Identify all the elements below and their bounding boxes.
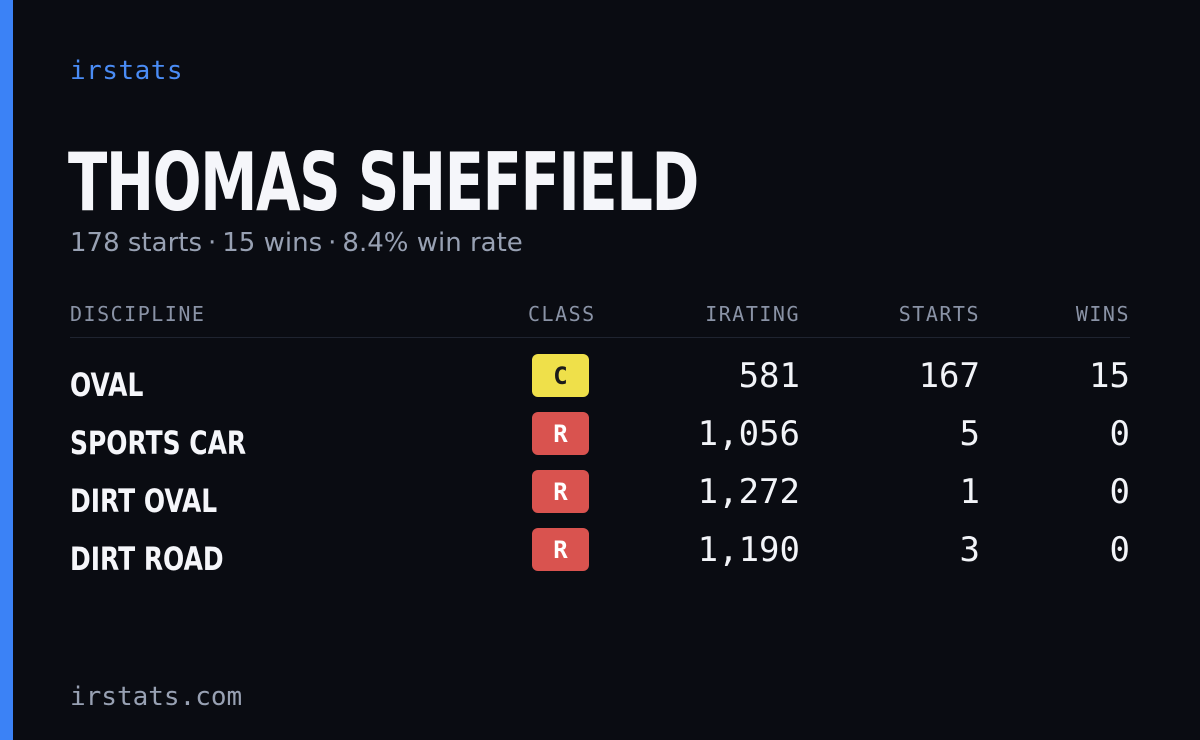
row-wins: 0 — [1109, 414, 1130, 454]
row-discipline: SPORTS CAR — [70, 424, 247, 462]
summary-wins: 15 wins — [222, 228, 323, 258]
driver-summary: 178 starts · 15 wins · 8.4% win rate — [70, 228, 523, 258]
row-discipline: DIRT OVAL — [70, 482, 218, 520]
row-starts: 3 — [959, 530, 980, 570]
row-irating: 1,190 — [697, 530, 800, 570]
header-wins: WINS — [1075, 302, 1130, 326]
license-class-badge: C — [532, 354, 589, 397]
row-starts: 5 — [959, 414, 980, 454]
header-discipline: DISCIPLINE — [70, 302, 206, 326]
summary-starts: 178 starts — [70, 228, 202, 258]
table-row: DIRT ROAD R 1,190 3 0 — [70, 528, 1130, 586]
row-discipline: DIRT ROAD — [70, 540, 224, 578]
row-starts: 167 — [918, 356, 980, 396]
footer-url: irstats.com — [70, 682, 243, 712]
row-irating: 581 — [738, 356, 800, 396]
accent-bar — [0, 0, 13, 740]
header-class: CLASS — [528, 302, 596, 326]
driver-name: THOMAS SHEFFIELD — [68, 136, 699, 229]
license-class-badge: R — [532, 470, 589, 513]
row-starts: 1 — [959, 472, 980, 512]
row-wins: 15 — [1089, 356, 1130, 396]
row-discipline: OVAL — [70, 366, 144, 404]
license-class-badge: R — [532, 528, 589, 571]
summary-win-rate: 8.4% win rate — [342, 228, 523, 258]
row-irating: 1,056 — [697, 414, 800, 454]
table-row: OVAL C 581 167 15 — [70, 354, 1130, 412]
summary-separator: · — [328, 228, 337, 258]
brand-logo-text: irstats — [70, 56, 184, 86]
license-class-badge: R — [532, 412, 589, 455]
table-row: SPORTS CAR R 1,056 5 0 — [70, 412, 1130, 470]
row-wins: 0 — [1109, 472, 1130, 512]
table-body: OVAL C 581 167 15 SPORTS CAR R 1,056 5 0… — [70, 338, 1130, 586]
table-header: DISCIPLINE CLASS IRATING STARTS WINS — [70, 296, 1130, 338]
discipline-table: DISCIPLINE CLASS IRATING STARTS WINS OVA… — [70, 296, 1130, 586]
row-wins: 0 — [1109, 530, 1130, 570]
summary-separator: · — [208, 228, 217, 258]
header-irating: IRATING — [705, 302, 800, 326]
row-irating: 1,272 — [697, 472, 800, 512]
header-starts: STARTS — [898, 302, 980, 326]
table-row: DIRT OVAL R 1,272 1 0 — [70, 470, 1130, 528]
